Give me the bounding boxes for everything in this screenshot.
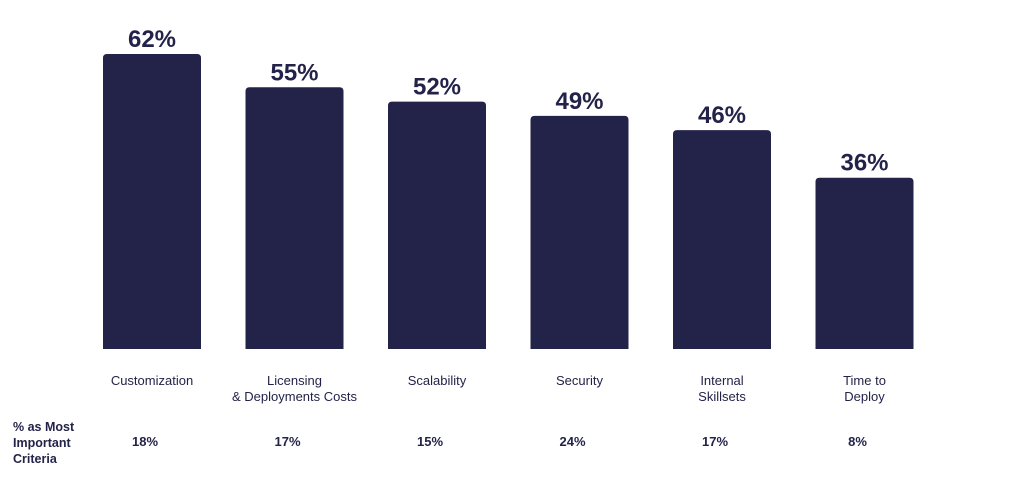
bar xyxy=(673,130,771,349)
secondary-values-group: 18% 17% 15% 24% 17% 8% xyxy=(132,434,867,449)
category-label: Skillsets xyxy=(698,389,746,404)
category-label: Deploy xyxy=(844,389,885,404)
secondary-row-label-line: Criteria xyxy=(13,452,57,466)
category-label: Scalability xyxy=(408,373,467,388)
value-labels-group: 62% 55% 52% 49% 46% 36% xyxy=(128,26,889,177)
category-label: Security xyxy=(556,373,603,388)
bar xyxy=(815,177,914,349)
bar-value-label: 36% xyxy=(840,150,888,177)
category-label: Licensing xyxy=(267,373,322,388)
category-label: Internal xyxy=(700,373,743,388)
category-label: Customization xyxy=(111,373,193,388)
bar xyxy=(388,101,486,349)
most-important-value: 15% xyxy=(417,434,443,449)
most-important-value: 17% xyxy=(702,434,728,449)
bars-group xyxy=(103,54,914,350)
secondary-row-label-line: Important xyxy=(13,436,71,450)
bar xyxy=(245,87,344,349)
most-important-value: 17% xyxy=(274,434,300,449)
bar-value-label: 52% xyxy=(413,74,461,101)
bar xyxy=(530,115,629,350)
most-important-value: 18% xyxy=(132,434,158,449)
category-label: Time to xyxy=(843,373,886,388)
category-label: & Deployments Costs xyxy=(232,389,357,404)
most-important-value: 24% xyxy=(559,434,585,449)
secondary-row-label: % as Most Important Criteria xyxy=(13,419,93,467)
most-important-value: 8% xyxy=(848,434,867,449)
bar-value-label: 46% xyxy=(698,102,746,129)
secondary-row-label-line: % as Most xyxy=(13,420,75,434)
bar-value-label: 49% xyxy=(555,88,603,115)
bar xyxy=(103,54,201,349)
bar-value-label: 62% xyxy=(128,26,176,53)
category-labels-group: Customization Licensing& Deployments Cost… xyxy=(111,373,886,404)
bar-value-label: 55% xyxy=(270,59,318,86)
